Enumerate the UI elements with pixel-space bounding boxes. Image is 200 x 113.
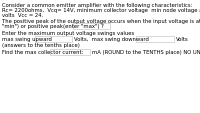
Text: (answers to the tenths place): (answers to the tenths place) — [2, 43, 80, 48]
Text: "min") or positive peak(enter "max") ?: "min") or positive peak(enter "max") ? — [2, 24, 104, 29]
Text: Volts,  max swing downward: Volts, max swing downward — [74, 37, 149, 42]
FancyBboxPatch shape — [50, 49, 90, 55]
FancyBboxPatch shape — [136, 36, 174, 43]
FancyBboxPatch shape — [73, 23, 110, 30]
Text: Find the max collector current:: Find the max collector current: — [2, 50, 83, 54]
Text: Rc= 2200ohms,  Vcq= 14V, minimum collector voltage  min node voltage at collecto: Rc= 2200ohms, Vcq= 14V, minimum collecto… — [2, 8, 200, 13]
Text: volts  Vcc = 24.: volts Vcc = 24. — [2, 13, 43, 18]
Text: mA (ROUND to the TENTHS place) NO UNITS.: mA (ROUND to the TENTHS place) NO UNITS. — [92, 50, 200, 54]
Text: max swing upward: max swing upward — [2, 37, 52, 42]
Text: Enter the maximum output voltage swings values: Enter the maximum output voltage swings … — [2, 31, 134, 36]
Text: The positive peak of the output voltage occurs when the input voltage is at its : The positive peak of the output voltage … — [2, 19, 200, 24]
Text: Consider a common emitter amplifier with the following characteristics:: Consider a common emitter amplifier with… — [2, 3, 192, 8]
FancyBboxPatch shape — [35, 36, 72, 43]
Text: Volts: Volts — [176, 37, 189, 42]
